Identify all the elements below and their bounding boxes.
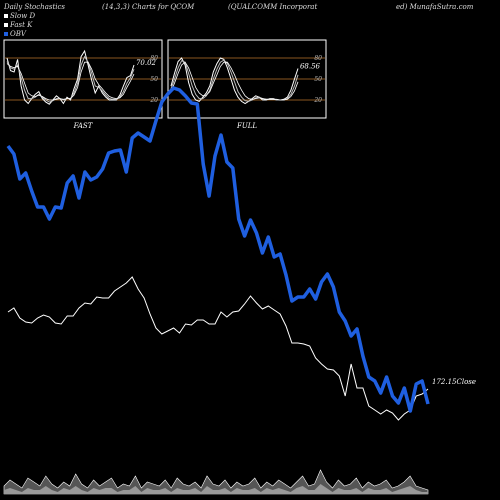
stochastic-line-2 <box>6 61 135 101</box>
panel-label: FULL <box>236 122 257 130</box>
obv-line <box>6 86 430 413</box>
legend-fast-k: Fast K <box>4 21 32 29</box>
last-value-label: 68.56 <box>300 63 321 71</box>
panel-label: FAST <box>73 122 94 130</box>
y-tick-label: 50 <box>314 76 322 83</box>
volume-area-inner <box>4 484 428 494</box>
legend-obv-swatch <box>4 32 8 36</box>
last-value-label: 70.02 <box>136 59 157 67</box>
legend-fast-k-swatch <box>4 23 8 27</box>
stochastic-line-2 <box>170 61 299 101</box>
legend-obv: OBV <box>4 30 26 38</box>
stochastic-line-0 <box>6 49 135 105</box>
y-tick-label: 50 <box>150 76 158 83</box>
legend-obv-label: OBV <box>10 30 26 38</box>
y-tick-label: 80 <box>150 55 158 62</box>
close-price-line <box>7 276 429 421</box>
header-title: Daily Stochastics <box>4 3 66 11</box>
y-tick-label: 20 <box>149 97 158 104</box>
y-tick-label: 20 <box>313 97 322 104</box>
header-site: ed) MunafaSutra.com <box>396 3 474 11</box>
stochastic-line-1 <box>170 59 299 102</box>
legend-slow-d-label: Slow D <box>10 12 36 20</box>
stochastic-panel-full: 80 50 20 68.56 FULL <box>167 39 327 130</box>
stochastic-panel-fast: 80 50 20 70.02 FAST <box>3 39 163 130</box>
legend-slow-d-swatch <box>4 14 8 18</box>
close-value-label: 172.15Close <box>432 378 476 386</box>
legend-slow-d: Slow D <box>4 12 35 20</box>
y-tick-label: 80 <box>314 55 322 62</box>
header-company: (QUALCOMM Incorporat <box>228 3 318 11</box>
header-indicator: (14,3,3) Charts for QCOM <box>102 3 195 11</box>
legend-fast-k-label: Fast K <box>10 21 33 29</box>
